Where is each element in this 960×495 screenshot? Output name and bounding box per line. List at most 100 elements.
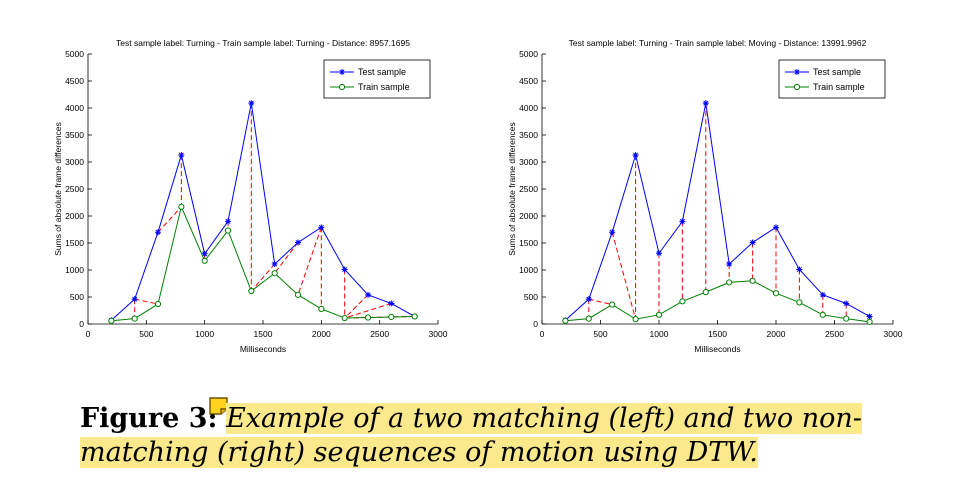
train-sample-point (318, 305, 325, 312)
train-sample-point (248, 287, 255, 295)
train-sample-point (796, 299, 803, 306)
caption-text: Example of a two matching (left) and two… (80, 403, 862, 468)
test-sample-point (726, 261, 733, 268)
y-tick-label: 1500 (65, 238, 84, 248)
train-sample-point (411, 313, 418, 320)
test-sample-point (819, 291, 826, 298)
test-sample-point (201, 250, 208, 257)
test-sample-point (388, 300, 395, 307)
x-tick-label: 0 (86, 329, 91, 339)
x-axis-label: Milliseconds (240, 344, 286, 354)
train-sample-point (819, 311, 826, 318)
legend-label: Test sample (813, 67, 861, 77)
chart-title: Test sample label: Turning - Train sampl… (116, 38, 410, 48)
x-axis-label: Milliseconds (694, 344, 740, 354)
train-sample-line (565, 280, 870, 323)
train-sample-point (271, 270, 278, 277)
y-tick-label: 4500 (65, 76, 84, 86)
train-sample-point (201, 257, 208, 264)
y-tick-label: 5000 (519, 49, 538, 59)
test-sample-line (565, 103, 870, 321)
y-tick-label: 500 (524, 292, 538, 302)
test-sample-point (225, 218, 231, 225)
train-sample-point (866, 318, 873, 325)
test-sample-point (585, 296, 592, 303)
y-tick-label: 2000 (519, 211, 538, 221)
test-sample-point (341, 266, 348, 273)
legend-box (778, 59, 886, 99)
y-tick-label: 1500 (519, 238, 538, 248)
x-tick-label: 500 (139, 329, 153, 339)
test-sample-point (866, 313, 873, 320)
y-tick-label: 3500 (519, 130, 538, 140)
alignment-line (134, 298, 159, 305)
train-sample-point (655, 311, 663, 318)
test-sample-line (110, 103, 415, 321)
x-tick-label: 1500 (708, 329, 727, 339)
figure-charts: Test sample label: Turning - Train sampl… (53, 38, 903, 354)
y-tick-label: 2000 (65, 211, 84, 221)
test-sample-point (178, 151, 185, 158)
test-sample-point (365, 291, 371, 298)
test-sample-point (702, 100, 709, 107)
train-sample-point (749, 277, 756, 284)
train-sample-point (772, 290, 780, 297)
test-sample-point (271, 261, 278, 268)
train-sample-point (843, 315, 850, 322)
alignment-line (611, 232, 637, 320)
train-sample-point (679, 298, 686, 305)
test-sample-point (155, 229, 161, 236)
x-tick-label: 3000 (884, 329, 903, 339)
test-sample-point (318, 224, 325, 231)
chart-title: Test sample label: Turning - Train sampl… (569, 38, 867, 48)
chart-right: Test sample label: Turning - Train sampl… (507, 38, 903, 354)
x-tick-label: 3000 (429, 329, 448, 339)
y-axis-label: Sums of absolute frame differences (507, 122, 517, 256)
y-tick-label: 2500 (519, 184, 538, 194)
y-tick-label: 3000 (519, 157, 538, 167)
train-sample-line (111, 205, 415, 322)
train-sample-point (609, 301, 616, 308)
test-sample-point (248, 100, 255, 107)
train-sample-point (585, 315, 592, 322)
y-tick-label: 4000 (65, 103, 84, 113)
chart-left: Test sample label: Turning - Train sampl… (53, 38, 448, 354)
x-tick-label: 0 (540, 329, 545, 339)
train-sample-point (131, 315, 138, 322)
x-tick-label: 2500 (825, 329, 844, 339)
alignment-line (344, 294, 369, 319)
test-sample-point (656, 250, 662, 257)
x-tick-label: 2000 (312, 329, 331, 339)
train-sample-point (294, 291, 302, 298)
y-axis-label: Sums of absolute frame differences (53, 122, 63, 256)
x-tick-label: 1000 (195, 329, 214, 339)
test-sample-point (609, 229, 616, 236)
y-tick-label: 3000 (65, 157, 84, 167)
x-tick-label: 2500 (370, 329, 389, 339)
x-tick-label: 1500 (254, 329, 273, 339)
test-sample-point (843, 300, 850, 307)
legend-label: Test sample (358, 67, 406, 77)
legend-circle-marker (338, 83, 346, 91)
y-tick-label: 0 (533, 319, 538, 329)
legend-star-marker (794, 69, 800, 75)
test-sample-point (679, 218, 686, 225)
y-tick-label: 3500 (65, 130, 84, 140)
legend: Test sample Train sample (778, 59, 886, 99)
alignment-line (588, 298, 613, 306)
figure-caption: Figure 3: Example of a two matching (lef… (80, 402, 940, 470)
y-tick-label: 1000 (65, 265, 84, 275)
legend-label: Train sample (813, 82, 865, 92)
train-sample-point (224, 227, 232, 234)
test-sample-point (131, 296, 138, 303)
alignment-line (274, 242, 299, 274)
train-sample-point (108, 317, 115, 324)
test-sample-point (796, 266, 803, 273)
train-sample-point (388, 313, 395, 321)
figure-label: Figure 3: (80, 403, 218, 434)
x-tick-label: 2000 (767, 329, 786, 339)
y-tick-label: 1000 (519, 265, 538, 275)
alignment-line (344, 303, 392, 319)
alignment-line (157, 206, 182, 233)
alignment-line (250, 263, 276, 292)
